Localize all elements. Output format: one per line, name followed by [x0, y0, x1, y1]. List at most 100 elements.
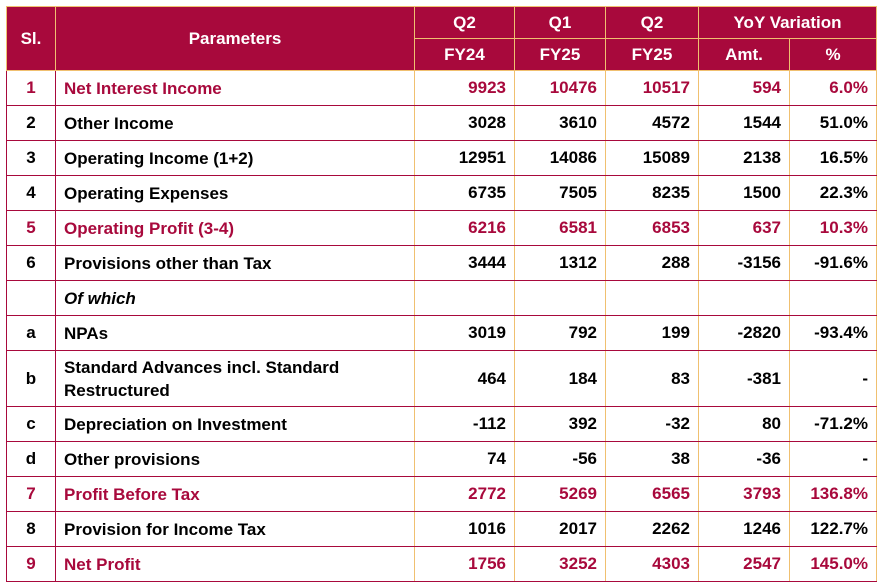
row-q2-fy24: 1756: [414, 546, 515, 582]
row-q2-fy24: 74: [414, 441, 515, 477]
row-parameter: NPAs: [55, 315, 415, 351]
table-row: d Other provisions 74 -56 38 -36 -: [6, 441, 877, 477]
row-q2-fy25: 6565: [605, 476, 699, 512]
row-yoy-amount: -381: [698, 350, 790, 407]
row-yoy-percent: 22.3%: [789, 175, 877, 211]
header-q2-fy24-year: FY24: [414, 38, 515, 71]
row-q1-fy25: 14086: [514, 140, 606, 176]
row-yoy-amount: [698, 280, 790, 316]
header-sl: Sl.: [6, 6, 56, 71]
row-yoy-percent: 16.5%: [789, 140, 877, 176]
table-row: 7 Profit Before Tax 2772 5269 6565 3793 …: [6, 476, 877, 512]
row-yoy-percent: 122.7%: [789, 511, 877, 547]
table-row: a NPAs 3019 792 199 -2820 -93.4%: [6, 315, 877, 351]
row-yoy-amount: 2138: [698, 140, 790, 176]
row-parameter: Net Profit: [55, 546, 415, 582]
row-q2-fy24: [414, 280, 515, 316]
row-yoy-amount: 80: [698, 406, 790, 442]
table-row: 9 Net Profit 1756 3252 4303 2547 145.0%: [6, 546, 877, 582]
row-sl: c: [6, 406, 56, 442]
row-sl: 4: [6, 175, 56, 211]
row-q2-fy25: 8235: [605, 175, 699, 211]
row-parameter: Operating Expenses: [55, 175, 415, 211]
row-yoy-percent: 145.0%: [789, 546, 877, 582]
row-q2-fy24: 12951: [414, 140, 515, 176]
row-q2-fy25: 288: [605, 245, 699, 281]
row-sl: 3: [6, 140, 56, 176]
row-q2-fy24: 6735: [414, 175, 515, 211]
header-q2-fy25-quarter: Q2: [605, 6, 699, 39]
row-q2-fy25: 4572: [605, 105, 699, 141]
row-q2-fy24: 464: [414, 350, 515, 407]
row-parameter: Operating Income (1+2): [55, 140, 415, 176]
row-yoy-percent: 10.3%: [789, 210, 877, 246]
table-row: 8 Provision for Income Tax 1016 2017 226…: [6, 511, 877, 547]
row-q1-fy25: 184: [514, 350, 606, 407]
row-q2-fy25: 38: [605, 441, 699, 477]
row-yoy-amount: 1500: [698, 175, 790, 211]
row-q1-fy25: 792: [514, 315, 606, 351]
row-q1-fy25: -56: [514, 441, 606, 477]
row-sl: [6, 280, 56, 316]
row-yoy-percent: -: [789, 441, 877, 477]
row-parameter: Provision for Income Tax: [55, 511, 415, 547]
row-q2-fy24: 2772: [414, 476, 515, 512]
row-parameter: Net Interest Income: [55, 70, 415, 106]
row-sl: 5: [6, 210, 56, 246]
row-yoy-amount: -2820: [698, 315, 790, 351]
table-row: 3 Operating Income (1+2) 12951 14086 150…: [6, 140, 877, 176]
row-parameter: Operating Profit (3-4): [55, 210, 415, 246]
row-q1-fy25: 5269: [514, 476, 606, 512]
header-yoy-variation: YoY Variation: [698, 6, 877, 39]
row-yoy-percent: 51.0%: [789, 105, 877, 141]
row-q2-fy25: 83: [605, 350, 699, 407]
row-q1-fy25: 7505: [514, 175, 606, 211]
row-yoy-amount: 637: [698, 210, 790, 246]
header-parameters: Parameters: [55, 6, 415, 71]
row-q1-fy25: 392: [514, 406, 606, 442]
row-q2-fy25: 2262: [605, 511, 699, 547]
row-q1-fy25: 2017: [514, 511, 606, 547]
row-q1-fy25: [514, 280, 606, 316]
row-q2-fy25: 6853: [605, 210, 699, 246]
table-row: 5 Operating Profit (3-4) 6216 6581 6853 …: [6, 210, 877, 246]
row-yoy-percent: 136.8%: [789, 476, 877, 512]
row-q1-fy25: 3610: [514, 105, 606, 141]
row-q2-fy25: -32: [605, 406, 699, 442]
row-q2-fy24: 3019: [414, 315, 515, 351]
row-parameter: Other Income: [55, 105, 415, 141]
row-sl: 8: [6, 511, 56, 547]
row-sl: 6: [6, 245, 56, 281]
row-q2-fy25: 10517: [605, 70, 699, 106]
table-row: 2 Other Income 3028 3610 4572 1544 51.0%: [6, 105, 877, 141]
row-yoy-amount: 1246: [698, 511, 790, 547]
row-q2-fy25: 15089: [605, 140, 699, 176]
row-sl: b: [6, 350, 56, 407]
row-yoy-percent: -93.4%: [789, 315, 877, 351]
row-parameter: Of which: [55, 280, 415, 316]
row-yoy-amount: -36: [698, 441, 790, 477]
row-yoy-percent: [789, 280, 877, 316]
row-parameter: Profit Before Tax: [55, 476, 415, 512]
row-yoy-percent: -91.6%: [789, 245, 877, 281]
row-sl: 2: [6, 105, 56, 141]
row-q1-fy25: 10476: [514, 70, 606, 106]
row-q1-fy25: 3252: [514, 546, 606, 582]
table-row: Of which: [6, 280, 877, 316]
header-yoy-amount: Amt.: [698, 38, 790, 71]
financial-results-table: Sl. Parameters Q2 Q1 Q2 YoY Variation FY…: [6, 6, 877, 582]
table-row: 4 Operating Expenses 6735 7505 8235 1500…: [6, 175, 877, 211]
table-row: 1 Net Interest Income 9923 10476 10517 5…: [6, 70, 877, 106]
row-parameter: Standard Advances incl. Standard Restruc…: [55, 350, 415, 407]
header-q2-fy24-quarter: Q2: [414, 6, 515, 39]
row-q2-fy25: 199: [605, 315, 699, 351]
row-q2-fy24: 1016: [414, 511, 515, 547]
row-yoy-amount: 2547: [698, 546, 790, 582]
row-q2-fy24: 9923: [414, 70, 515, 106]
row-sl: 9: [6, 546, 56, 582]
row-yoy-percent: 6.0%: [789, 70, 877, 106]
row-yoy-percent: -: [789, 350, 877, 407]
row-yoy-amount: 594: [698, 70, 790, 106]
header-q1-fy25-quarter: Q1: [514, 6, 606, 39]
row-yoy-amount: 3793: [698, 476, 790, 512]
